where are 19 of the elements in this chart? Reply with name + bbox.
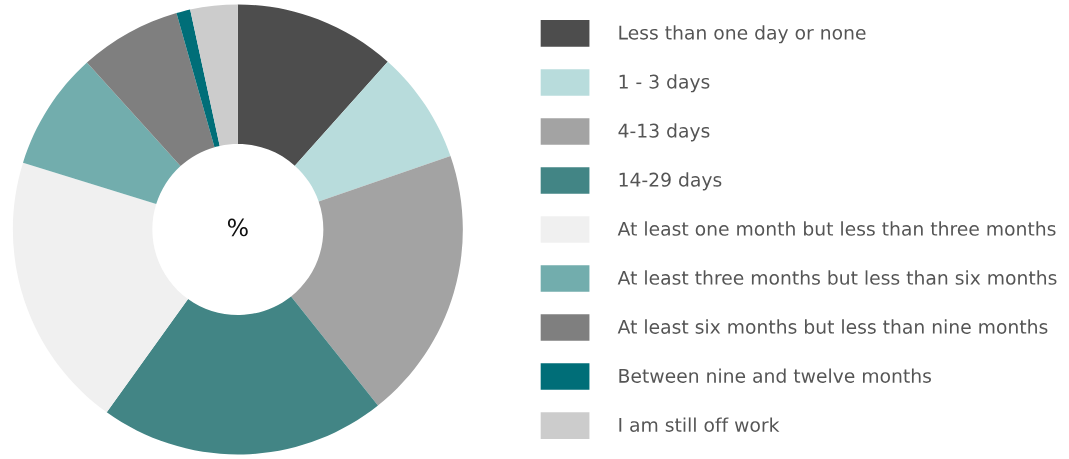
- donut-slice: [176, 9, 220, 148]
- legend-label: 1 - 3 days: [619, 74, 710, 93]
- donut-slice: [86, 13, 215, 167]
- donut-slice: [237, 4, 388, 166]
- donut-slice: [12, 162, 189, 413]
- legend-label: Less than one day or none: [619, 25, 866, 44]
- text: %: [227, 218, 248, 237]
- legend-label: Between nine and twelve months: [619, 368, 931, 383]
- legend-label: At least three months but less than six months: [617, 270, 1057, 285]
- legend-label: 4-13 days: [618, 123, 710, 142]
- legend-label: At least six months but less than nine months: [617, 319, 1048, 334]
- donut-slice: [291, 155, 463, 406]
- legend-label: 14-29 days: [619, 172, 722, 191]
- legend-label: At least one month but less than three months: [617, 221, 1056, 236]
- legend-label: I am still off work: [619, 417, 780, 432]
- donut-slice: [190, 4, 238, 146]
- donut-slice: [106, 296, 378, 455]
- donut-slice: [294, 61, 451, 202]
- donut-slice: [23, 62, 181, 205]
